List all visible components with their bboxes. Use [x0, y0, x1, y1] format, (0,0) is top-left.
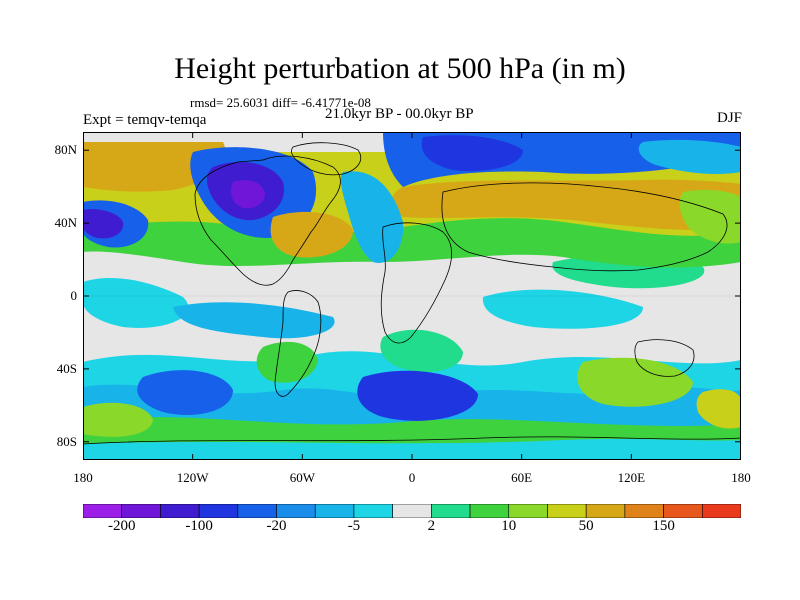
field-south-pacific-blue	[137, 370, 233, 416]
colorbar	[83, 504, 741, 518]
colorbar-label: -20	[266, 518, 287, 534]
colorbar-label: -100	[185, 518, 213, 534]
colorbar-swatch	[160, 504, 200, 518]
field-south-america-green	[256, 341, 318, 383]
stats-text: rmsd= 25.6031 diff= -6.41771e-08	[190, 95, 371, 110]
field-atlantic-orange	[270, 211, 353, 258]
lat-label: 80S	[56, 433, 77, 449]
colorbar-label: -5	[347, 518, 361, 534]
colorbar-swatch	[83, 504, 123, 518]
lon-label: 60E	[511, 470, 533, 485]
colorbar-swatch	[585, 504, 626, 518]
lon-label: 180	[731, 470, 751, 485]
colorbar-label: -200	[107, 518, 136, 534]
lon-label: 180	[73, 470, 93, 485]
colorbar-swatch	[392, 504, 432, 518]
field-eq-cyan-pacific	[173, 302, 335, 339]
field-eq-green-atl	[380, 329, 463, 372]
field-south-pac-green-left	[83, 402, 153, 437]
colorbar-swatch	[353, 504, 393, 518]
field-south-atl-blue	[357, 370, 478, 421]
colorbar-swatch	[431, 504, 471, 518]
field-atlantic-blue-tongue	[340, 171, 404, 263]
field-antarctic-cyan	[83, 439, 741, 460]
chart-title: Height perturbation at 500 hPa (in m)	[174, 52, 626, 85]
field-south-indian-green	[577, 357, 693, 407]
colorbar-swatch	[237, 504, 277, 518]
field-na-purple	[231, 180, 265, 209]
colorbar-label: 150	[652, 518, 675, 534]
field-arctic-dark-blue	[421, 135, 523, 172]
colorbar-swatch	[663, 504, 703, 518]
lat-label: 40S	[56, 360, 77, 376]
colorbar-swatch	[469, 504, 510, 518]
field-north-orange-asia	[391, 179, 741, 230]
colorbar-swatch	[624, 504, 664, 518]
field-south-pacific-yellow	[696, 389, 741, 429]
colorbar-label: 2	[427, 518, 436, 534]
field-north-orange-pacific	[83, 142, 226, 192]
field-pacific-dark-blue	[83, 209, 124, 239]
map-ticks	[83, 132, 741, 460]
experiment-label: Expt = temqv-temqa	[83, 112, 207, 128]
lon-label: 0	[408, 470, 416, 485]
colorbar-swatch	[198, 504, 239, 518]
season-label: DJF	[716, 110, 742, 126]
field-eq-cyan-left	[83, 277, 189, 328]
lon-label: 120E	[617, 470, 646, 485]
lat-label: 0	[70, 288, 78, 303]
colorbar-label: 50	[578, 518, 594, 534]
colorbar-swatch	[314, 504, 355, 518]
field-east-asia-green	[679, 189, 741, 244]
colorbar-swatch	[701, 504, 741, 518]
colorbar-swatch	[508, 504, 548, 518]
lon-label: 120W	[176, 470, 209, 485]
field-eq-cyan-indian	[482, 289, 643, 329]
colorbar-label: 10	[501, 518, 517, 534]
lon-label: 60W	[289, 470, 315, 485]
field-eurasia-blue-east	[638, 139, 741, 175]
lat-label: 40N	[54, 215, 77, 231]
colorbar-swatch	[121, 504, 161, 518]
coastlines	[83, 142, 741, 445]
colorbar-swatch	[547, 504, 587, 518]
map-panel	[83, 132, 741, 460]
colorbar-swatch	[276, 504, 316, 518]
lat-label: 80N	[54, 142, 77, 158]
period-text: 21.0kyr BP - 00.0kyr BP	[325, 106, 474, 122]
